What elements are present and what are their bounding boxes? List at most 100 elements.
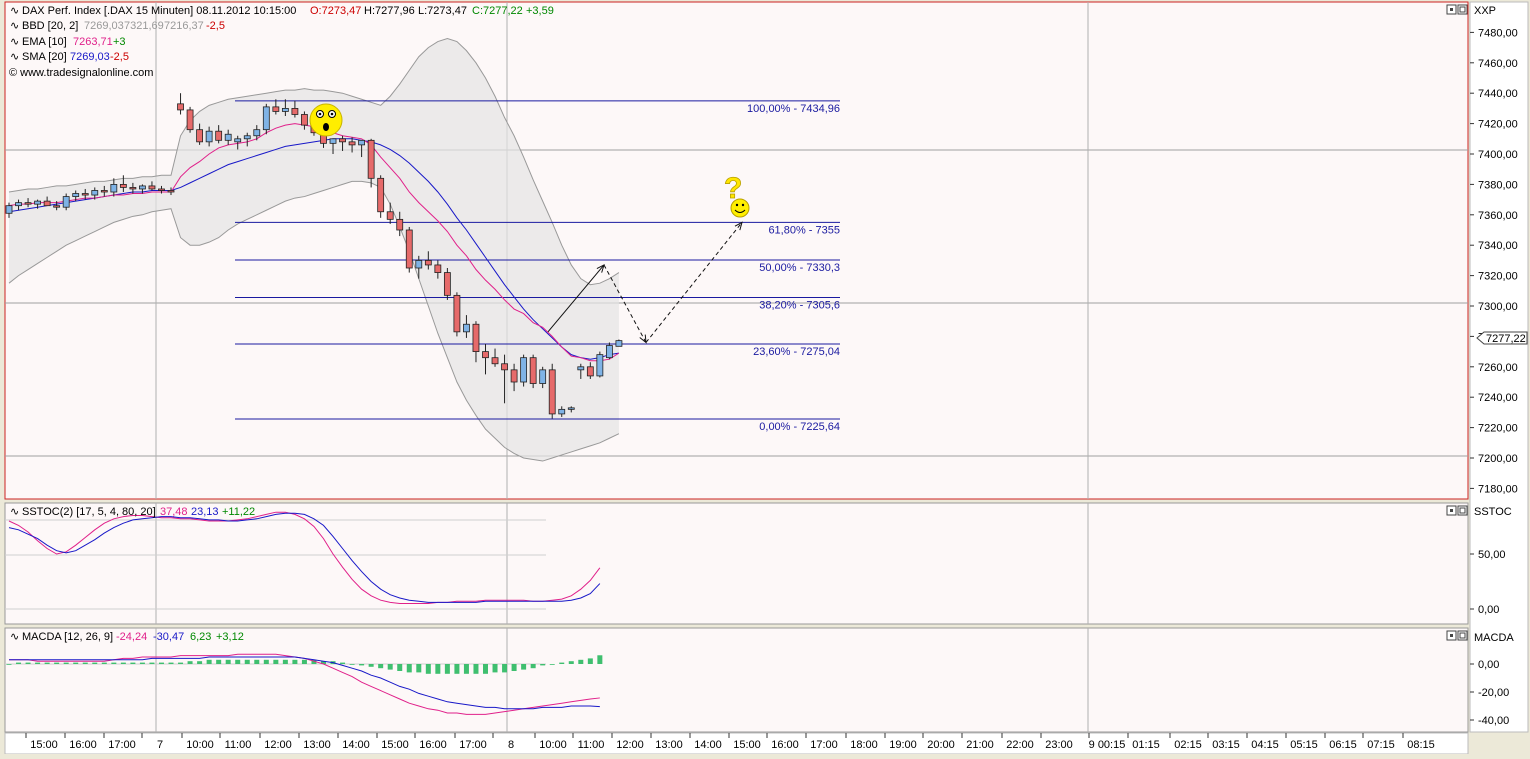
macd-histogram-bar: [530, 664, 536, 669]
candle-down: [434, 264, 442, 273]
macd-histogram-bar: [463, 664, 469, 674]
projection-arrow-line: [645, 222, 743, 343]
time-axis-label: 16:00: [419, 739, 447, 751]
macd-histogram-bar: [16, 662, 22, 664]
macd-histogram-bar: [92, 662, 98, 664]
legend-ema-wave: ∿: [10, 36, 19, 48]
price-axis-label: 7260,00: [1478, 362, 1518, 374]
macd-histogram-bar: [216, 659, 222, 664]
macd-histogram-bar: [568, 661, 574, 664]
candle-down: [501, 363, 508, 371]
time-axis-label: 19:00: [889, 739, 917, 751]
macd-histogram-bar: [521, 664, 527, 670]
macd-histogram-bar: [263, 659, 269, 664]
candle-up: [91, 190, 99, 196]
window-control-icon[interactable]: [1457, 4, 1468, 15]
legend-bbd-name: BBD [20, 2]: [22, 20, 78, 32]
candle-down: [510, 369, 518, 383]
window-control-icon: [1450, 8, 1453, 11]
time-axis-label: 7: [157, 739, 163, 751]
macd-histogram-bar: [63, 662, 69, 664]
candle-up: [234, 138, 242, 143]
time-axis-label: 13:00: [303, 739, 331, 751]
macd-histogram-bar: [187, 661, 193, 664]
macd-histogram-bar: [368, 664, 374, 667]
shocked-face-icon: [309, 103, 343, 137]
legend-sma-wave: ∿: [10, 51, 19, 63]
legend-open: O:7273,47: [310, 5, 361, 17]
macd-histogram-bar: [149, 662, 155, 664]
macd-histogram-bar: [473, 664, 479, 674]
candle-down: [100, 190, 108, 193]
price-axis-label: 7200,00: [1478, 453, 1518, 465]
window-control-icon: [1459, 507, 1466, 514]
sstoc-panel[interactable]: [4, 502, 1469, 625]
macd-histogram-bar: [282, 659, 288, 664]
candle-down: [148, 185, 156, 190]
legend-low: L:7273,47: [418, 5, 467, 17]
time-axis-label: 03:15: [1212, 739, 1240, 751]
candle-down: [301, 114, 308, 126]
legend-sma-value: 7269,03: [70, 51, 110, 63]
candle-up: [577, 366, 585, 371]
time-axis-label: 06:15: [1329, 739, 1357, 751]
price-axis-label: 7180,00: [1478, 483, 1518, 495]
candle-up: [415, 259, 423, 269]
projection-arrow-line: [547, 264, 605, 333]
window-control-icon[interactable]: [1457, 505, 1468, 516]
fib-level-label: 61,80% - 7355: [768, 224, 840, 236]
candle-down: [386, 211, 394, 220]
candle-down: [291, 108, 299, 115]
price-axis-label: 7300,00: [1478, 301, 1518, 313]
candle-up: [329, 138, 337, 144]
sstoc-slow-line: [8, 512, 601, 603]
price-panel-tag: XXP: [1474, 5, 1496, 17]
macd-histogram-bar: [320, 661, 326, 664]
candle-up: [34, 200, 41, 205]
price-window-controls[interactable]: [1446, 4, 1468, 15]
macd-histogram-bar: [244, 659, 250, 664]
macd-axis-label: -40,00: [1478, 715, 1509, 727]
macd-histogram-bar: [130, 662, 136, 664]
macd-histogram-bar: [54, 662, 60, 664]
bollinger-upper-line: [8, 37, 620, 286]
fib-level-label: 50,00% - 7330,3: [759, 262, 840, 274]
macd-histogram-bar: [178, 662, 184, 664]
macd-histogram-bar: [301, 659, 307, 664]
candle-up: [5, 205, 13, 214]
candle-up: [605, 345, 613, 359]
candle-up: [15, 202, 22, 207]
legend-sstoc-v1: 37,48: [160, 506, 188, 518]
candle-up: [567, 407, 575, 410]
macda-window-controls[interactable]: [1446, 630, 1468, 641]
candle-down: [453, 294, 461, 333]
macd-axis-label: -20,00: [1478, 687, 1509, 699]
time-axis-label: 05:15: [1290, 739, 1318, 751]
legend-macda-wave: ∿: [10, 631, 19, 643]
candle-up: [205, 130, 213, 143]
legend-sstoc-v2: 23,13: [191, 506, 219, 518]
last-price-badge: 7277,22: [1476, 331, 1528, 345]
window-control-icon[interactable]: [1457, 630, 1468, 641]
time-axis-label: 11:00: [225, 739, 252, 751]
time-axis-label: 8: [508, 739, 514, 751]
svg-text:?: ?: [724, 172, 742, 205]
legend-sma-name: SMA [20]: [22, 51, 67, 63]
price-panel[interactable]: [4, 1, 1469, 500]
macd-histogram-bar: [101, 662, 107, 664]
time-axis-label: 14:00: [342, 739, 370, 751]
bollinger-band-area: [9, 38, 619, 462]
macda-panel[interactable]: [4, 627, 1469, 733]
sstoc-window-controls[interactable]: [1446, 505, 1468, 516]
candle-down: [186, 109, 194, 131]
time-axis-label: 12:00: [616, 739, 644, 751]
candle-up: [520, 357, 528, 383]
price-axis-label: 7340,00: [1478, 240, 1518, 252]
sstoc-fast-line: [8, 511, 601, 604]
macd-histogram-bar: [25, 662, 31, 664]
price-axis[interactable]: [1469, 1, 1529, 733]
candle-down: [215, 130, 223, 141]
time-axis-label: 9 00:15: [1089, 739, 1126, 751]
candle-down: [405, 229, 413, 269]
candle-down: [177, 103, 184, 111]
